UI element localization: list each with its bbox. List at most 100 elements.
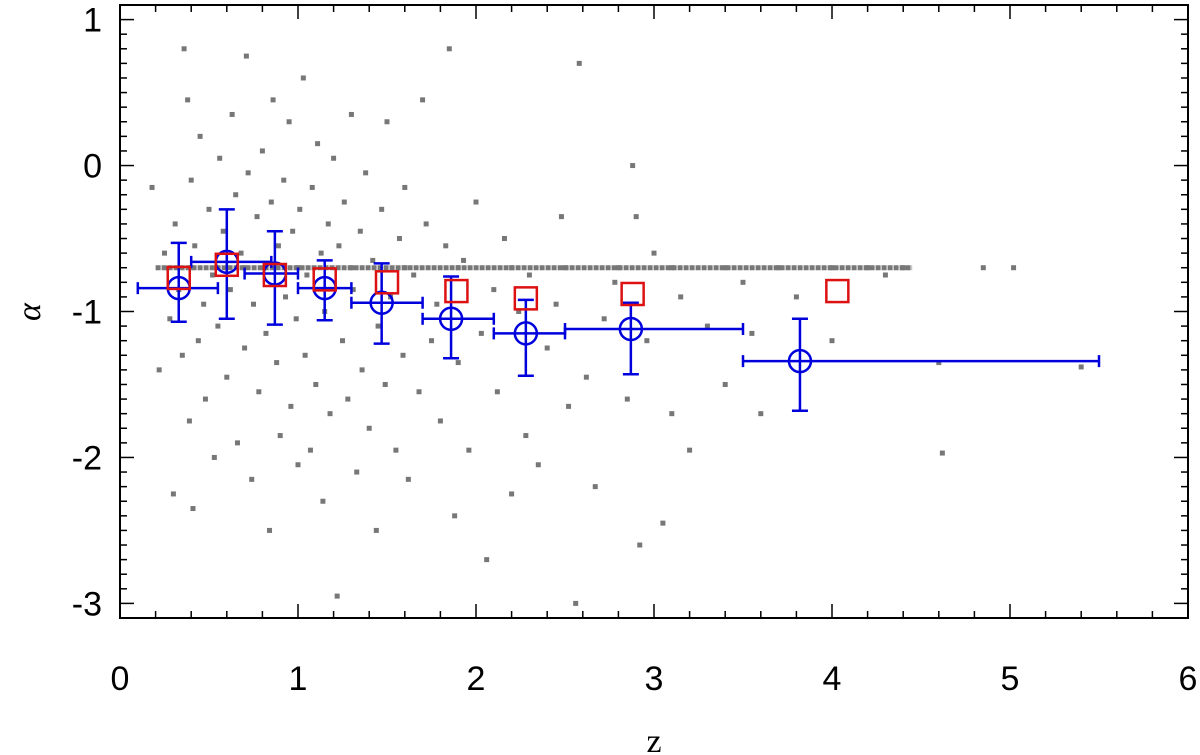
scatter-point <box>320 498 326 504</box>
binned-circle <box>369 290 394 315</box>
scatter-point <box>340 338 345 344</box>
scatter-point <box>197 133 203 139</box>
scatter-point <box>233 192 239 198</box>
scatter-point <box>167 316 173 322</box>
scatter-point <box>227 287 233 293</box>
scatter-point <box>566 403 572 409</box>
scatter-point <box>624 396 630 402</box>
scatter-point <box>516 309 522 314</box>
x-tick-label: 5 <box>1001 660 1020 698</box>
x-tick-label: 3 <box>645 660 664 698</box>
scatter-point <box>722 265 728 271</box>
scatter-point <box>491 287 497 293</box>
scatter-point <box>215 323 221 329</box>
scatter-point <box>170 491 176 497</box>
scatter-point <box>185 97 191 103</box>
scatter-point <box>186 418 192 424</box>
scatter-point <box>660 520 666 526</box>
scatter-point <box>553 301 559 307</box>
scatter-point <box>939 450 945 456</box>
scatter-point <box>348 111 354 117</box>
scatter-point <box>423 221 429 227</box>
scatter-point <box>341 199 347 205</box>
scatter-point <box>576 60 582 66</box>
scatter-point <box>192 243 198 249</box>
scatter-point <box>400 352 406 358</box>
scatter-point <box>251 301 256 307</box>
scatter-point <box>544 345 550 351</box>
x-tick-label: 6 <box>1179 660 1198 698</box>
scatter-point <box>195 338 201 344</box>
scatter-point <box>315 141 321 147</box>
scatter-point <box>573 600 579 606</box>
red-square <box>166 265 191 291</box>
scatter-point <box>494 389 500 395</box>
scatter-point <box>345 396 351 402</box>
scatter-point <box>331 155 337 161</box>
scatter-point <box>375 323 381 329</box>
scatter-point <box>245 170 251 176</box>
scatter-point <box>224 374 230 380</box>
scatter-point <box>156 367 162 373</box>
scatter-point <box>263 330 269 336</box>
scatter-point <box>275 243 281 249</box>
scatter-point <box>882 272 888 278</box>
scatter-point <box>307 447 313 453</box>
scatter-point <box>336 243 342 249</box>
scatter-point <box>172 221 178 227</box>
scatter-point <box>359 367 365 373</box>
scatter-point <box>630 163 636 169</box>
red-square <box>262 262 288 288</box>
scatter-point <box>304 272 310 278</box>
scatter-point <box>188 177 194 183</box>
scatter-point <box>259 148 265 154</box>
scatter-point <box>300 75 306 81</box>
scatter-point <box>758 411 764 417</box>
scatter-point <box>256 389 262 395</box>
scatter-point <box>295 462 301 468</box>
scatter-point <box>722 381 728 387</box>
scatter-point <box>293 316 299 322</box>
scatter-point <box>302 352 308 358</box>
scatter-point <box>1011 265 1017 271</box>
scatter-point <box>393 447 399 453</box>
scatter-point <box>243 53 249 59</box>
scatter-point <box>592 484 598 490</box>
red-square <box>620 281 645 307</box>
scatter-point <box>446 46 452 52</box>
scatter-point <box>473 199 479 205</box>
scatter-point <box>242 345 248 351</box>
scatter-point <box>411 272 417 278</box>
y-tick-label: 0 <box>83 148 102 186</box>
scatter-point <box>452 513 458 519</box>
scatter-point <box>350 287 356 293</box>
y-tick-label: -1 <box>72 294 102 332</box>
binned-circle <box>513 321 539 346</box>
scatter-point <box>829 338 835 344</box>
x-tick-label: 4 <box>823 660 842 698</box>
scatter-point <box>229 111 235 117</box>
y-axis-title: α <box>11 302 48 321</box>
scatter-point <box>366 425 372 431</box>
scatter-point <box>283 294 289 300</box>
scatter-point <box>687 447 693 453</box>
scatter-point <box>270 97 276 103</box>
scatter-point <box>190 506 196 512</box>
scatter-point <box>669 411 675 417</box>
x-axis-title: z <box>646 723 661 755</box>
plot-frame <box>119 4 1189 619</box>
scatter-point <box>384 119 390 125</box>
scatter-point <box>678 294 684 300</box>
scatter-point <box>234 440 240 446</box>
red-square <box>825 278 850 304</box>
scatter-point <box>501 236 507 242</box>
x-tick-label: 0 <box>111 660 130 698</box>
scatter-point <box>416 389 422 395</box>
scatter-point <box>509 491 515 497</box>
scatter-point <box>267 527 273 533</box>
scatter-point <box>206 206 212 212</box>
scatter-point <box>162 250 167 256</box>
scatter-point <box>443 243 449 249</box>
scatter-point <box>651 250 657 256</box>
scatter-point <box>704 323 710 329</box>
